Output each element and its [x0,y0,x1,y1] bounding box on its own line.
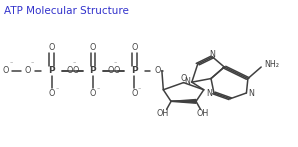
Text: ATP Molecular Structure: ATP Molecular Structure [4,6,129,16]
Text: ⁻: ⁻ [55,88,58,93]
Text: O: O [48,89,55,98]
Text: N: N [209,50,215,59]
Polygon shape [171,100,196,103]
Text: O: O [66,66,72,75]
Text: P: P [131,66,138,75]
Text: P: P [90,66,96,75]
Text: OH: OH [196,109,209,118]
Text: N: N [207,89,212,98]
Text: ⁻: ⁻ [10,63,13,68]
Text: O: O [25,66,31,75]
Text: N: N [184,77,190,86]
Text: O: O [90,43,96,52]
Text: O: O [155,66,161,75]
Text: O: O [180,74,187,83]
Text: N: N [248,89,254,98]
Text: O: O [72,66,78,75]
Text: ⁻: ⁻ [97,88,100,93]
Text: NH₂: NH₂ [265,60,280,69]
Text: ⁻: ⁻ [31,63,34,68]
Text: ⁻: ⁻ [138,88,141,93]
Text: OH: OH [156,109,168,118]
Text: O: O [108,66,114,75]
Text: O: O [90,89,96,98]
Text: O: O [48,43,55,52]
Text: ⁻: ⁻ [72,63,75,68]
Text: O: O [131,89,137,98]
Text: P: P [48,66,55,75]
Text: ⁻: ⁻ [114,63,117,68]
Text: O: O [113,66,120,75]
Text: O: O [131,43,137,52]
Text: O: O [3,66,9,75]
